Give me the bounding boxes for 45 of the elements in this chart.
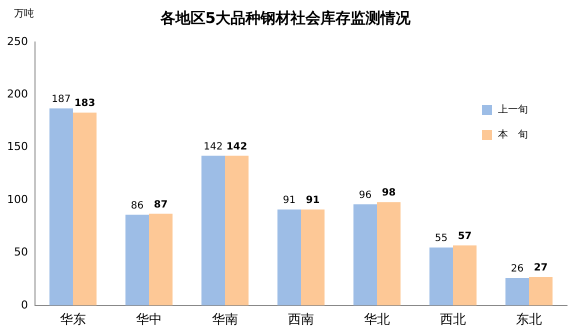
bar: [505, 278, 529, 306]
bar: [277, 210, 301, 306]
x-tick-label: 西南: [288, 312, 314, 328]
bar: [301, 210, 325, 306]
legend-label: 上一旬: [498, 104, 528, 116]
x-tick-label: 东北: [516, 312, 542, 328]
data-label: 27: [534, 262, 548, 274]
y-axis-title: 万吨: [14, 8, 34, 20]
data-label: 87: [154, 199, 168, 210]
bar: [148, 214, 173, 306]
x-tick-label: 华北: [364, 312, 390, 328]
data-label: 142: [204, 141, 223, 152]
data-label: 57: [458, 230, 472, 242]
y-tick-label: 50: [14, 246, 28, 259]
y-tick-label: 200: [6, 88, 28, 101]
x-tick-label: 西北: [440, 312, 466, 328]
bar: [353, 204, 377, 306]
bar: [125, 214, 149, 306]
legend-label: 本 旬: [498, 128, 528, 141]
bar: [49, 108, 73, 306]
x-tick-label: 华南: [212, 312, 238, 328]
data-label: 187: [52, 94, 71, 105]
bar: [377, 202, 401, 306]
bar: [453, 245, 477, 306]
data-label: 55: [434, 233, 448, 244]
x-tick-label: 华中: [136, 312, 162, 328]
data-label: 26: [510, 264, 524, 275]
bar: [224, 156, 249, 306]
y-tick-label: 100: [6, 192, 28, 206]
y-tick-label: 250: [6, 34, 28, 48]
y-tick-label: 0: [20, 298, 28, 312]
bar: [201, 156, 225, 306]
data-label: 142: [226, 141, 248, 152]
data-label: 86: [130, 200, 144, 212]
y-tick-label: 150: [6, 140, 28, 154]
bar: [429, 247, 453, 306]
bar: [529, 276, 553, 306]
data-label: 98: [382, 188, 396, 199]
data-label: 96: [358, 190, 372, 201]
data-label: 91: [306, 195, 320, 206]
data-label: 91: [282, 195, 296, 206]
bar: [72, 112, 97, 306]
x-tick-label: 华东: [60, 312, 86, 328]
chart-title: 各地区5大品种钢材社会库存监测情况: [159, 8, 412, 27]
data-label: 183: [74, 98, 96, 110]
